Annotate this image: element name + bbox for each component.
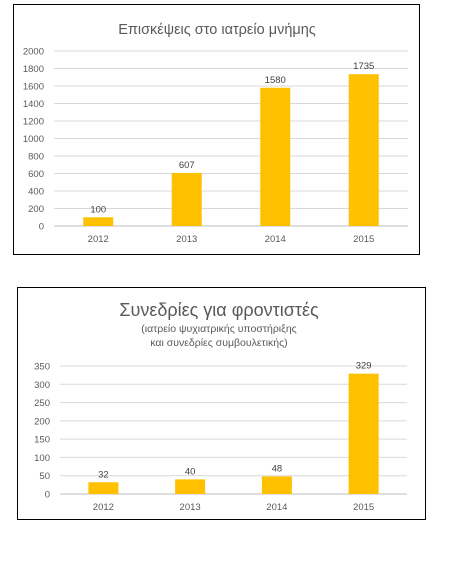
x-tick-label: 2013 [180,502,201,513]
y-tick-label: 350 [34,362,50,373]
data-label: 607 [179,160,195,171]
x-tick-label: 2013 [176,234,197,245]
bar-2013 [175,479,206,494]
y-tick-label: 200 [28,204,44,215]
y-tick-label: 400 [28,187,44,198]
y-tick-label: 1600 [23,82,44,93]
chart-2-subtitle-line-1: (ιατρείο ψυχιατρικής υποστήριξης [141,323,297,335]
chart-1-title: Επισκέψεις στο ιατρείο μνήμης [118,22,316,38]
bar-2013 [171,172,202,226]
y-tick-label: 100 [34,453,50,464]
x-tick-label: 2015 [353,502,374,513]
y-tick-label: 1200 [23,117,44,128]
chart-1-svg: Επισκέψεις στο ιατρείο μνήμης 0 200 400 600… [23,22,408,245]
data-label: 1580 [265,75,286,86]
y-tick-label: 0 [45,490,50,501]
y-tick-label: 800 [28,152,44,163]
chart-2-subtitle-line-2: και συνεδρίες συμβουλετικής) [150,337,287,349]
chart-2-svg: Συνεδρίες για φροντιστές (ιατρείο ψυχιατ… [34,300,407,513]
bar-2012 [83,217,114,226]
x-tick-label: 2012 [93,502,114,513]
y-tick-label: 200 [34,416,50,427]
y-tick-label: 300 [34,380,50,391]
y-tick-label: 0 [39,222,44,233]
bar-2014 [261,476,292,494]
chart-2-title: Συνεδρίες για φροντιστές [119,300,319,320]
x-tick-label: 2014 [265,234,286,245]
y-tick-label: 600 [28,169,44,180]
chart-caregiver-sessions: Συνεδρίες για φροντιστές (ιατρείο ψυχιατ… [17,287,426,520]
data-label: 329 [356,361,372,372]
y-tick-label: 1000 [23,134,44,145]
data-label: 48 [272,463,283,474]
bar-2015 [348,74,379,226]
data-label: 32 [98,469,109,480]
y-tick-label: 250 [34,398,50,409]
data-label: 100 [90,204,106,215]
x-tick-label: 2012 [88,234,109,245]
data-label: 1735 [353,61,374,72]
y-tick-label: 1400 [23,99,44,110]
data-label: 40 [185,466,196,477]
x-tick-label: 2015 [353,234,374,245]
bar-2012 [88,482,119,494]
bar-2014 [260,87,291,226]
y-tick-label: 1800 [23,64,44,75]
chart-visits-memory-clinic: Επισκέψεις στο ιατρείο μνήμης 0 200 400 600… [13,4,420,255]
x-tick-label: 2014 [266,502,287,513]
y-tick-label: 150 [34,435,50,446]
bar-2015 [348,373,379,494]
y-tick-label: 2000 [23,47,44,58]
y-tick-label: 50 [39,471,50,482]
